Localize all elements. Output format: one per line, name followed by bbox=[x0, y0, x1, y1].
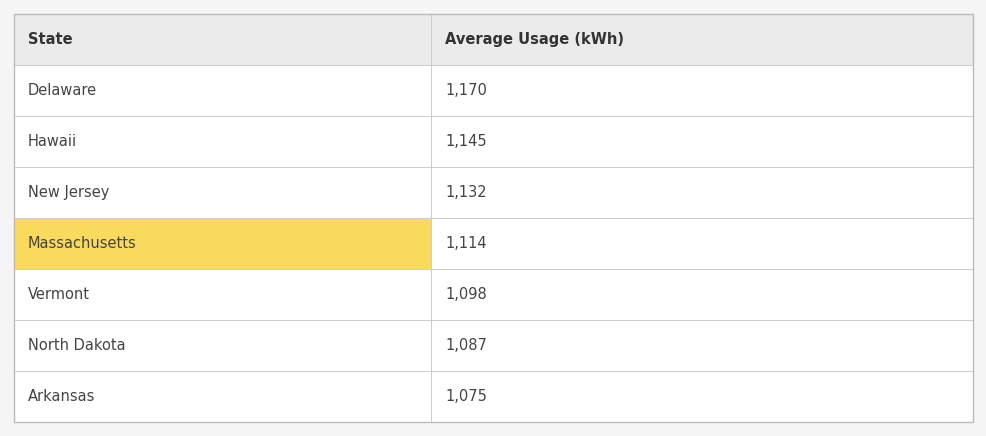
Text: 1,170: 1,170 bbox=[445, 83, 486, 98]
Text: State: State bbox=[28, 32, 73, 47]
Bar bbox=[14, 320, 972, 371]
Bar bbox=[14, 116, 972, 167]
Text: 1,075: 1,075 bbox=[445, 389, 486, 404]
Bar bbox=[14, 371, 972, 422]
Text: Arkansas: Arkansas bbox=[28, 389, 96, 404]
Bar bbox=[14, 269, 972, 320]
Text: 1,098: 1,098 bbox=[445, 287, 486, 302]
Bar bbox=[14, 167, 972, 218]
Text: Delaware: Delaware bbox=[28, 83, 97, 98]
Text: Massachusetts: Massachusetts bbox=[28, 236, 137, 251]
Bar bbox=[14, 65, 972, 116]
Text: North Dakota: North Dakota bbox=[28, 338, 125, 353]
Text: 1,114: 1,114 bbox=[445, 236, 486, 251]
Bar bbox=[14, 14, 972, 65]
Text: Hawaii: Hawaii bbox=[28, 134, 77, 149]
Text: Average Usage (kWh): Average Usage (kWh) bbox=[445, 32, 623, 47]
Bar bbox=[431, 218, 972, 269]
Bar bbox=[14, 218, 431, 269]
Text: New Jersey: New Jersey bbox=[28, 185, 109, 200]
Text: 1,145: 1,145 bbox=[445, 134, 486, 149]
Text: 1,132: 1,132 bbox=[445, 185, 486, 200]
Text: Vermont: Vermont bbox=[28, 287, 90, 302]
Text: 1,087: 1,087 bbox=[445, 338, 486, 353]
